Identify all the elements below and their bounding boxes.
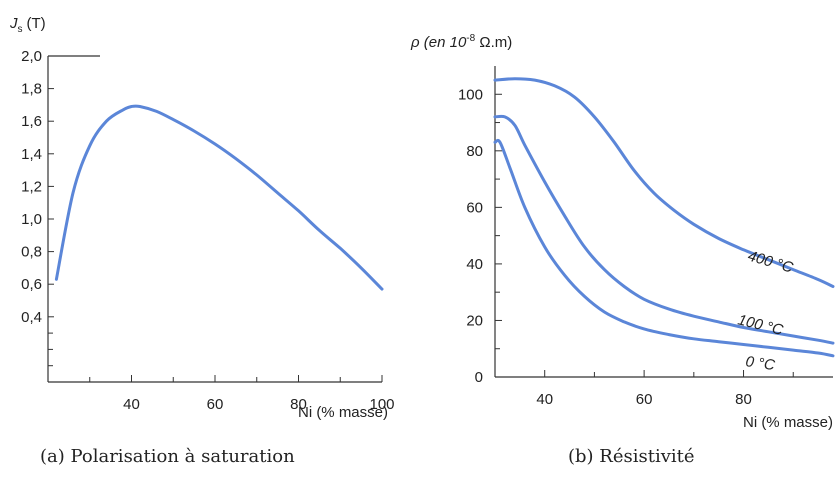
chart-a-y-tick-label: 0,8 [21, 244, 42, 261]
chart-polarisation: Js (T) 0,4 0,6 0,8 1,0 1,2 1,4 1,6 1,8 2,0 40 60 80… [9, 15, 395, 421]
chart-a-ylabel-symbol: J [9, 15, 18, 32]
chart-b-ylabel: ρ (en 10-8 Ω.m) [410, 33, 512, 51]
chart-a-y-tick-label: 0,6 [21, 276, 42, 293]
chart-b-ylabel-exp: -8 [466, 33, 475, 44]
chart-b-series-label: 100 °C [736, 311, 785, 339]
chart-a-y-tick-label: 0,4 [21, 309, 42, 326]
chart-b-series-line [493, 138, 835, 358]
chart-b-y-ticks: 0 20 40 60 80 100 [458, 86, 502, 386]
chart-a-y-tick-label: 1,8 [21, 81, 42, 98]
caption-a: (a) Polarisation à saturation [40, 446, 295, 467]
chart-a-y-tick-label: 1,4 [21, 146, 42, 163]
chart-b-series-labels: 400 °C 100 °C 0 °C [736, 248, 795, 375]
chart-a-series [54, 104, 384, 291]
chart-b-series-line [493, 77, 835, 288]
chart-b-series-label: 400 °C [746, 248, 795, 277]
chart-a-y-tick-label: 1,0 [21, 211, 42, 228]
chart-b-x-tick-label: 80 [735, 391, 752, 408]
chart-b-series [493, 77, 835, 358]
chart-a-y-tick-label: 1,2 [21, 178, 42, 195]
chart-b-series-label: 0 °C [744, 353, 776, 374]
chart-b-xlabel: Ni (% masse) [743, 414, 833, 431]
chart-a-series-line [54, 104, 384, 291]
chart-b-x-tick-label: 60 [636, 391, 653, 408]
chart-b-y-tick-label: 40 [466, 256, 483, 273]
chart-a-x-ticks: 40 60 80 100 [89, 375, 395, 413]
chart-a-y-tick-label: 1,6 [21, 113, 42, 130]
chart-b-y-tick-label: 20 [466, 312, 483, 329]
chart-a-x-tick-label: 80 [290, 396, 307, 413]
chart-a-x-tick-label: 100 [369, 396, 394, 413]
chart-a-ylabel-sub: s [18, 24, 23, 35]
chart-b-x-tick-label: 40 [536, 391, 553, 408]
caption-b: (b) Résistivité [568, 446, 695, 467]
chart-a-x-tick-label: 40 [123, 396, 140, 413]
chart-b-y-tick-label: 80 [466, 143, 483, 160]
chart-a-y-tick-label: 2,0 [21, 48, 42, 65]
chart-resistivite: ρ (en 10-8 Ω.m) 0 20 40 60 80 100 40 60 80 400 … [410, 33, 835, 431]
chart-b-y-tick-label: 60 [466, 199, 483, 216]
chart-a-xlabel: Ni (% masse) [298, 404, 388, 421]
chart-a-ylabel-unit: (T) [27, 15, 46, 32]
chart-a-ylabel: Js (T) [9, 15, 46, 35]
chart-b-series-line [493, 114, 835, 345]
chart-b-ylabel-unit: Ω.m) [475, 34, 512, 51]
chart-b-x-ticks: 40 60 80 [536, 370, 794, 408]
chart-b-y-tick-label: 100 [458, 86, 483, 103]
chart-a-x-tick-label: 60 [207, 396, 224, 413]
chart-b-ylabel-main: ρ (en 10 [410, 34, 467, 51]
chart-b-y-tick-label: 0 [475, 369, 483, 386]
chart-a-y-ticks: 0,4 0,6 0,8 1,0 1,2 1,4 1,6 1,8 2,0 [21, 48, 54, 383]
